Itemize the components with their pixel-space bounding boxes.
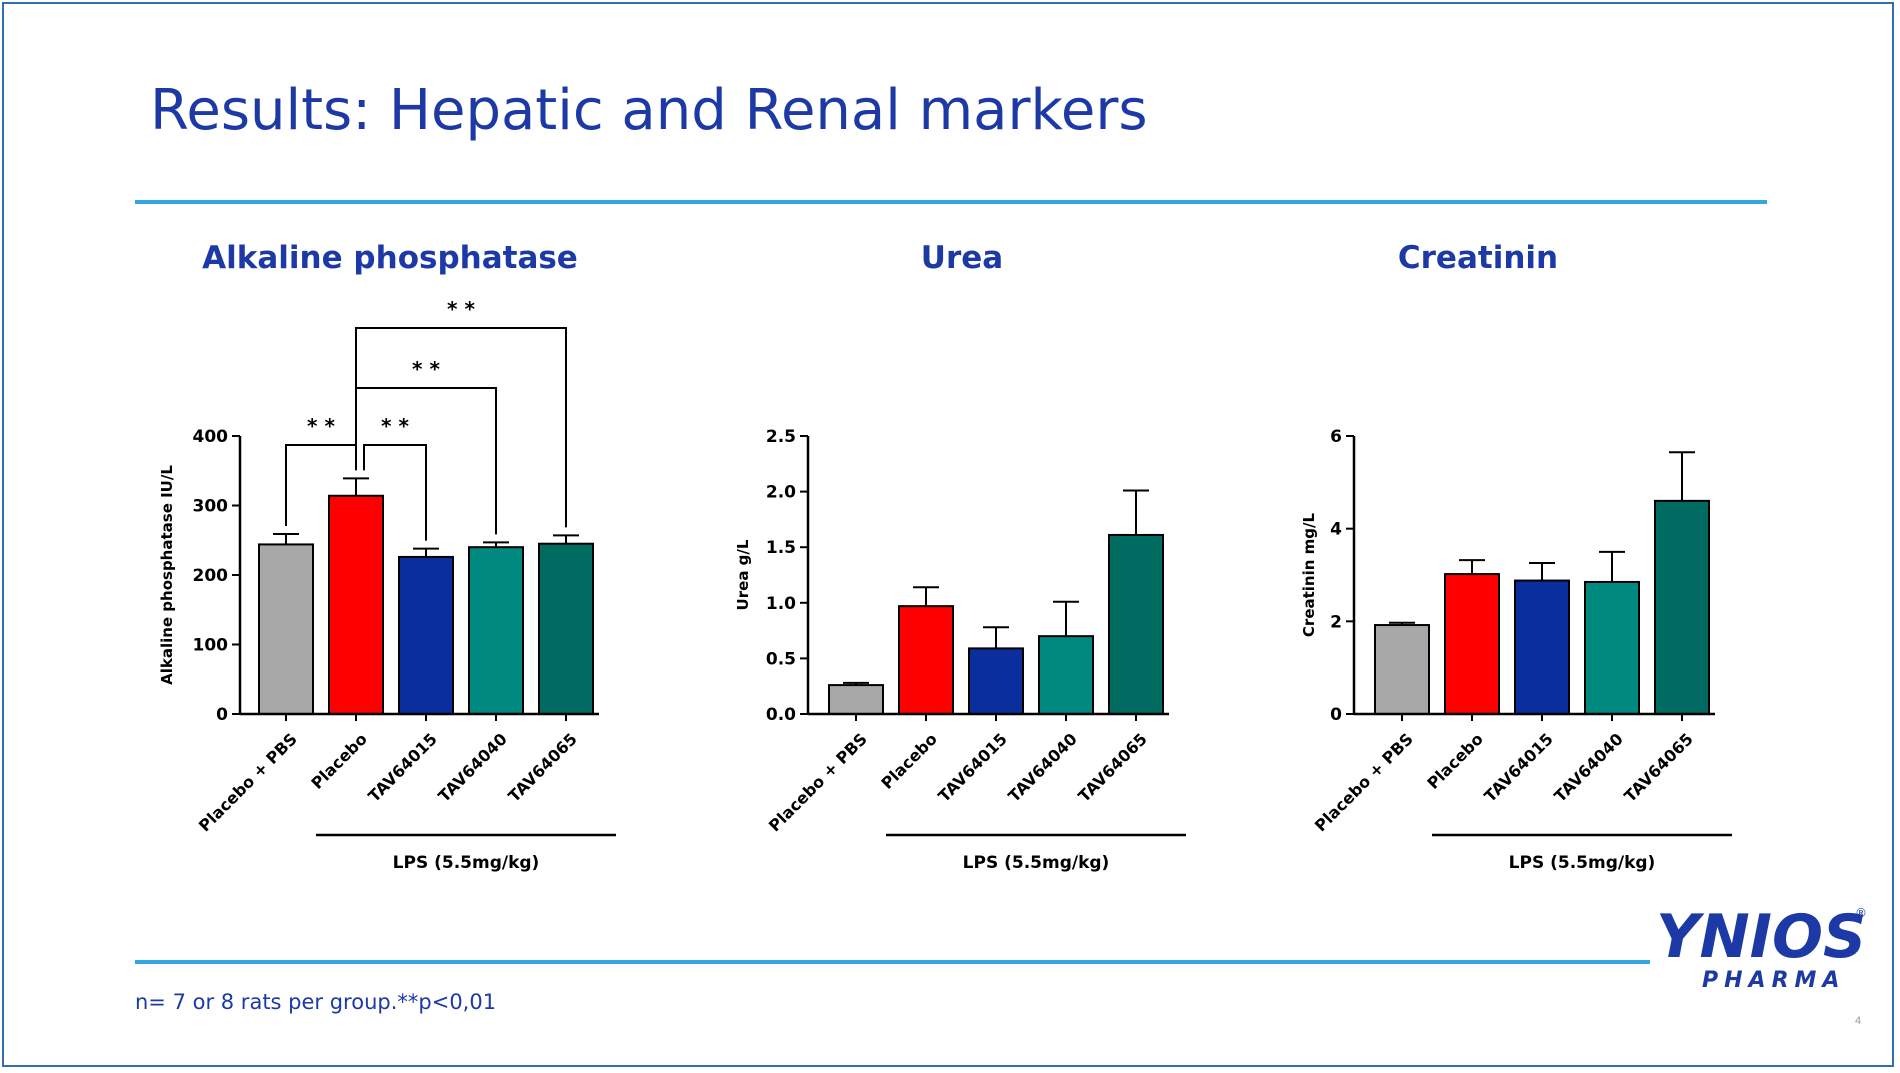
bar	[398, 555, 454, 715]
y-tick-label: 0	[216, 705, 228, 725]
chart-0: Alkaline phosphatase Alkaline phosphatase…	[158, 240, 616, 873]
x-tick-label: TAV64015	[1480, 729, 1556, 805]
x-tick-label: TAV64065	[1620, 729, 1696, 805]
significance-label: * *	[447, 297, 475, 321]
logo-subtext: PHARMA	[1702, 968, 1845, 993]
y-tick-label: 400	[193, 427, 229, 447]
y-tick-label: 0.0	[766, 705, 796, 725]
group-label: LPS (5.5mg/kg)	[963, 853, 1110, 873]
x-tick-label: Placebo + PBS	[195, 729, 301, 835]
significance-label: * *	[381, 414, 409, 438]
y-tick-label: 2.0	[766, 483, 796, 503]
x-tick-label: TAV64040	[1004, 729, 1080, 805]
bar	[1444, 573, 1500, 715]
significance-label: * *	[307, 414, 335, 438]
bar	[1374, 624, 1430, 715]
y-tick-label: 4	[1330, 520, 1342, 540]
x-tick-label: TAV64015	[364, 729, 440, 805]
y-tick-label: 2.5	[766, 427, 796, 447]
bar	[468, 546, 524, 716]
significance-label: * *	[412, 357, 440, 381]
x-tick-label: TAV64040	[1550, 729, 1626, 805]
y-axis-label: Urea g/L	[734, 539, 752, 610]
x-tick-label: TAV64065	[504, 729, 580, 805]
x-tick-label: Placebo	[877, 729, 940, 792]
x-tick-label: Placebo	[307, 729, 370, 792]
slide-title: Results: Hepatic and Renal markers	[150, 78, 1148, 143]
y-tick-label: 1.0	[766, 594, 796, 614]
x-tick-label: Placebo + PBS	[765, 729, 871, 835]
x-tick-label: TAV64015	[934, 729, 1010, 805]
chart-title: Urea	[921, 240, 1003, 276]
bar	[538, 542, 594, 715]
y-tick-label: 0.5	[766, 649, 796, 669]
chart-title: Alkaline phosphatase	[202, 240, 578, 276]
bar	[828, 684, 884, 716]
group-label: LPS (5.5mg/kg)	[393, 853, 540, 873]
chart-2: Creatinin Creatinin mg/L 0 2 4 6 Placebo + PBS…	[1300, 240, 1732, 873]
footer-divider	[135, 960, 1650, 964]
footnote: n= 7 or 8 rats per group.**p<0,01	[135, 990, 497, 1014]
x-tick-label: TAV64040	[434, 729, 510, 805]
chart-1: Urea Urea g/L 0.0 0.5 1.0 1.5 2.0 2.5 Placebo + …	[734, 240, 1186, 873]
significance-bracket	[285, 444, 357, 526]
significance-bracket	[355, 387, 497, 535]
significance-bracket	[355, 327, 567, 528]
bar	[1514, 579, 1570, 715]
x-tick-label: TAV64065	[1074, 729, 1150, 805]
y-tick-label: 1.5	[766, 538, 796, 558]
y-tick-label: 300	[193, 497, 229, 517]
bar	[1108, 533, 1164, 716]
bar	[1654, 499, 1710, 715]
ynios-pharma-logo: YNIOS ® PHARMA	[1656, 902, 1867, 993]
bar	[1584, 580, 1640, 716]
y-axis-label: Alkaline phosphatase IU/L	[158, 465, 176, 685]
y-tick-label: 100	[193, 636, 229, 656]
logo-registered-mark: ®	[1855, 906, 1867, 920]
page-number: 4	[1855, 1015, 1862, 1027]
y-tick-label: 200	[193, 566, 229, 586]
x-tick-label: Placebo + PBS	[1311, 729, 1417, 835]
bar	[258, 543, 314, 715]
logo-text: YNIOS	[1656, 902, 1866, 972]
y-tick-label: 2	[1330, 612, 1342, 632]
chart-title: Creatinin	[1398, 240, 1558, 276]
x-tick-label: Placebo	[1423, 729, 1486, 792]
bar	[1038, 635, 1094, 715]
bar	[968, 647, 1024, 716]
significance-bracket	[363, 444, 427, 541]
bar	[898, 605, 954, 715]
y-axis-label: Creatinin mg/L	[1300, 512, 1318, 637]
title-divider	[135, 200, 1767, 204]
bar	[328, 494, 384, 715]
y-tick-label: 6	[1330, 427, 1342, 447]
group-label: LPS (5.5mg/kg)	[1509, 853, 1656, 873]
y-tick-label: 0	[1330, 705, 1342, 725]
